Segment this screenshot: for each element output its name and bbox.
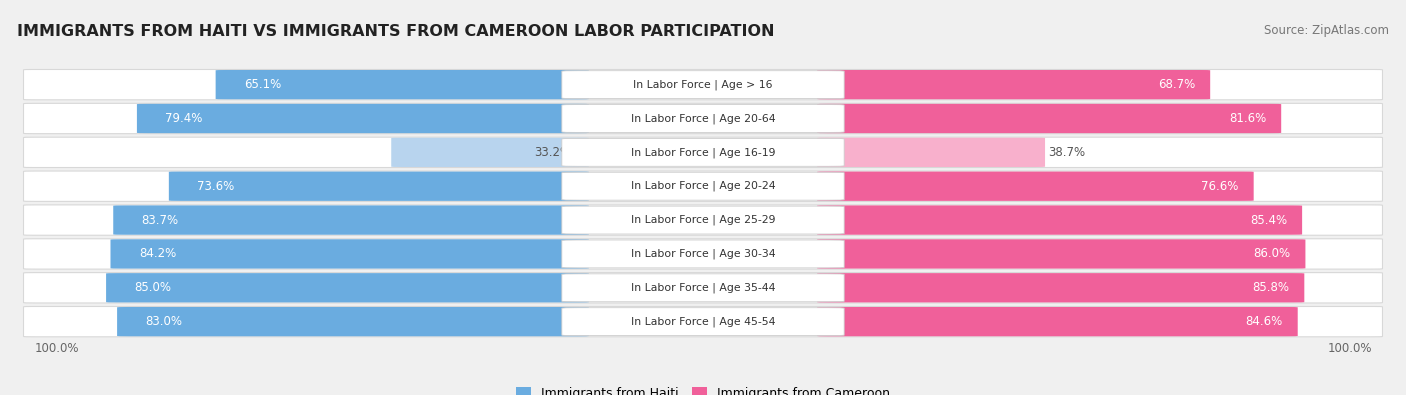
FancyBboxPatch shape (562, 172, 844, 200)
FancyBboxPatch shape (817, 307, 1298, 336)
FancyBboxPatch shape (24, 70, 1382, 100)
FancyBboxPatch shape (562, 71, 844, 99)
Text: 84.6%: 84.6% (1246, 315, 1282, 328)
Text: In Labor Force | Age 45-54: In Labor Force | Age 45-54 (631, 316, 775, 327)
Text: 83.0%: 83.0% (145, 315, 183, 328)
FancyBboxPatch shape (817, 171, 1254, 201)
Text: 81.6%: 81.6% (1229, 112, 1267, 125)
FancyBboxPatch shape (24, 103, 1382, 134)
Text: 84.2%: 84.2% (139, 247, 176, 260)
FancyBboxPatch shape (111, 239, 589, 269)
Text: In Labor Force | Age 20-24: In Labor Force | Age 20-24 (631, 181, 775, 192)
FancyBboxPatch shape (114, 205, 589, 235)
FancyBboxPatch shape (169, 171, 589, 201)
Text: 86.0%: 86.0% (1253, 247, 1291, 260)
FancyBboxPatch shape (24, 307, 1382, 337)
Text: 33.2%: 33.2% (534, 146, 571, 159)
FancyBboxPatch shape (817, 273, 1305, 303)
Text: Source: ZipAtlas.com: Source: ZipAtlas.com (1264, 24, 1389, 37)
FancyBboxPatch shape (562, 138, 844, 166)
FancyBboxPatch shape (24, 239, 1382, 269)
Text: 73.6%: 73.6% (197, 180, 235, 193)
FancyBboxPatch shape (817, 205, 1302, 235)
FancyBboxPatch shape (105, 273, 589, 303)
Text: 85.8%: 85.8% (1253, 281, 1289, 294)
Text: 85.4%: 85.4% (1250, 214, 1288, 227)
Text: 65.1%: 65.1% (245, 78, 281, 91)
Text: IMMIGRANTS FROM HAITI VS IMMIGRANTS FROM CAMEROON LABOR PARTICIPATION: IMMIGRANTS FROM HAITI VS IMMIGRANTS FROM… (17, 24, 775, 39)
FancyBboxPatch shape (817, 70, 1211, 99)
Text: In Labor Force | Age 35-44: In Labor Force | Age 35-44 (631, 282, 775, 293)
Text: 76.6%: 76.6% (1202, 180, 1239, 193)
Text: 85.0%: 85.0% (135, 281, 172, 294)
FancyBboxPatch shape (136, 104, 589, 133)
FancyBboxPatch shape (817, 239, 1305, 269)
Text: 68.7%: 68.7% (1159, 78, 1195, 91)
FancyBboxPatch shape (562, 240, 844, 268)
Text: 100.0%: 100.0% (1327, 342, 1372, 355)
FancyBboxPatch shape (215, 70, 589, 99)
FancyBboxPatch shape (24, 205, 1382, 235)
Legend: Immigrants from Haiti, Immigrants from Cameroon: Immigrants from Haiti, Immigrants from C… (512, 382, 894, 395)
Text: In Labor Force | Age > 16: In Labor Force | Age > 16 (633, 79, 773, 90)
Text: 83.7%: 83.7% (142, 214, 179, 227)
Text: In Labor Force | Age 25-29: In Labor Force | Age 25-29 (631, 215, 775, 225)
FancyBboxPatch shape (24, 273, 1382, 303)
FancyBboxPatch shape (391, 138, 589, 167)
Text: In Labor Force | Age 16-19: In Labor Force | Age 16-19 (631, 147, 775, 158)
Text: In Labor Force | Age 30-34: In Labor Force | Age 30-34 (631, 249, 775, 259)
FancyBboxPatch shape (562, 206, 844, 234)
Text: 38.7%: 38.7% (1047, 146, 1085, 159)
Text: 79.4%: 79.4% (166, 112, 202, 125)
FancyBboxPatch shape (24, 171, 1382, 201)
FancyBboxPatch shape (24, 137, 1382, 167)
Text: 100.0%: 100.0% (34, 342, 79, 355)
FancyBboxPatch shape (562, 308, 844, 336)
FancyBboxPatch shape (562, 105, 844, 132)
FancyBboxPatch shape (817, 138, 1045, 167)
Text: In Labor Force | Age 20-64: In Labor Force | Age 20-64 (631, 113, 775, 124)
FancyBboxPatch shape (117, 307, 589, 336)
FancyBboxPatch shape (817, 104, 1281, 133)
FancyBboxPatch shape (562, 274, 844, 302)
